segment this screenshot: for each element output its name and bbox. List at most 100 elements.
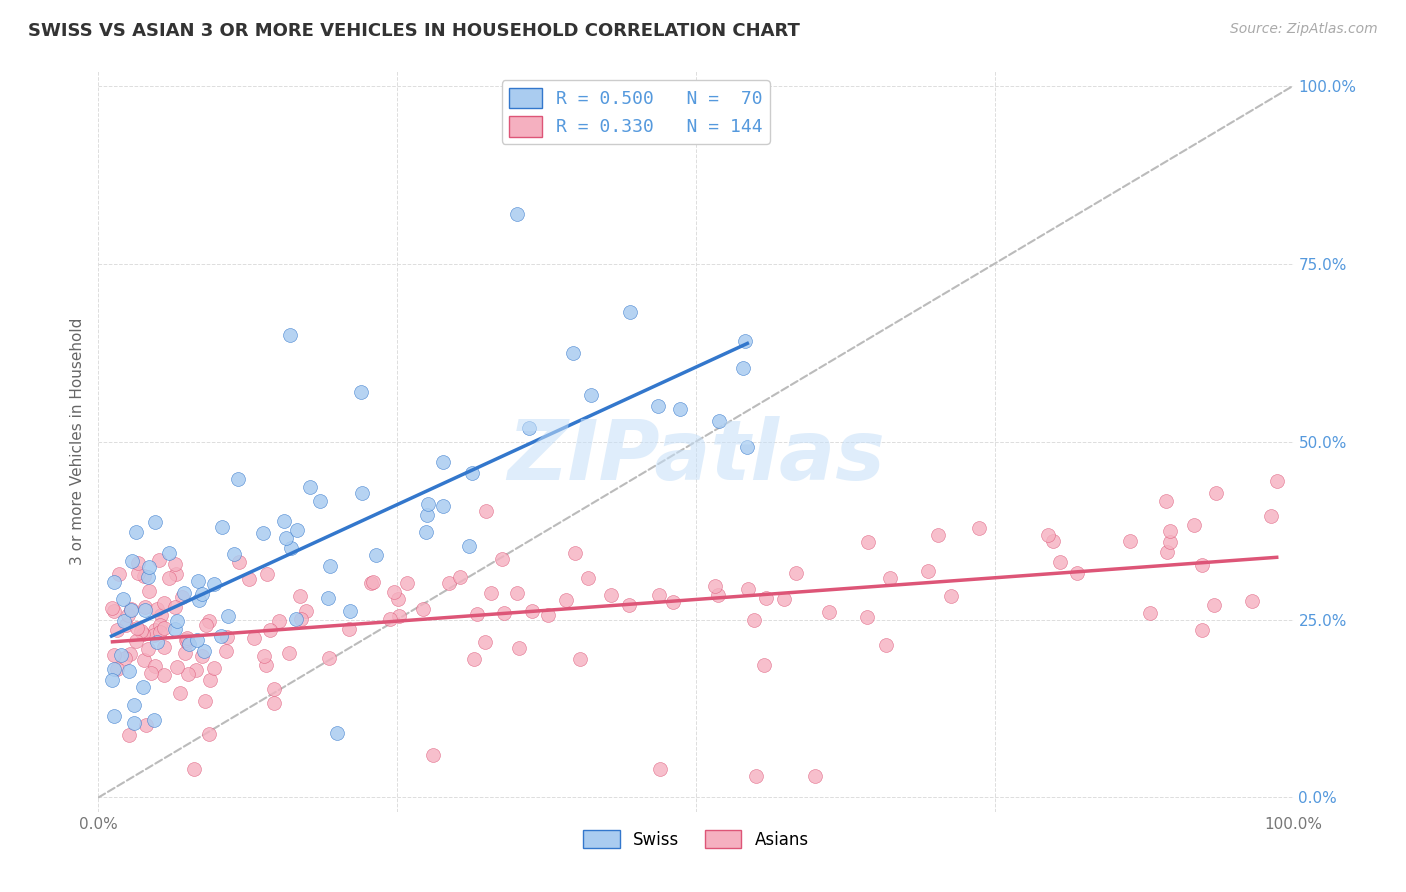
Point xyxy=(415,524,437,539)
Point xyxy=(176,635,198,649)
Point xyxy=(198,615,221,629)
Point xyxy=(278,327,301,342)
Point xyxy=(508,640,530,655)
Point xyxy=(153,668,176,682)
Point xyxy=(737,582,759,596)
Point xyxy=(108,566,131,581)
Point xyxy=(253,649,276,664)
Point xyxy=(103,648,125,663)
Point xyxy=(458,540,481,554)
Point xyxy=(170,591,193,605)
Point xyxy=(378,612,401,626)
Point xyxy=(1159,535,1181,549)
Y-axis label: 3 or more Vehicles in Household: 3 or more Vehicles in Household xyxy=(70,318,86,566)
Point xyxy=(149,624,172,639)
Point xyxy=(228,555,250,569)
Point xyxy=(350,486,373,500)
Point xyxy=(350,384,373,399)
Point xyxy=(134,603,156,617)
Point xyxy=(143,627,166,641)
Point xyxy=(105,624,128,638)
Point xyxy=(193,644,215,658)
Point xyxy=(600,588,623,602)
Point xyxy=(707,588,730,602)
Point xyxy=(285,524,308,538)
Point xyxy=(117,608,139,623)
Point xyxy=(198,673,221,687)
Point xyxy=(1202,598,1225,612)
Point xyxy=(361,574,384,589)
Point xyxy=(124,698,146,712)
Point xyxy=(339,605,361,619)
Point xyxy=(319,558,342,573)
Point xyxy=(1191,558,1213,573)
Point xyxy=(619,305,641,319)
Point xyxy=(416,497,439,511)
Point xyxy=(1119,533,1142,548)
Text: Source: ZipAtlas.com: Source: ZipAtlas.com xyxy=(1230,22,1378,37)
Point xyxy=(752,658,775,673)
Point xyxy=(149,607,172,622)
Point xyxy=(1241,594,1264,608)
Point xyxy=(238,573,260,587)
Point xyxy=(153,596,176,610)
Point xyxy=(564,546,586,560)
Point xyxy=(290,612,312,626)
Point xyxy=(647,399,669,413)
Point xyxy=(188,593,211,607)
Point xyxy=(326,726,349,740)
Point xyxy=(709,414,731,428)
Point xyxy=(463,652,485,666)
Point xyxy=(186,633,208,648)
Point xyxy=(152,622,174,636)
Point xyxy=(215,644,238,658)
Point xyxy=(875,638,897,652)
Text: SWISS VS ASIAN 3 OR MORE VEHICLES IN HOUSEHOLD CORRELATION CHART: SWISS VS ASIAN 3 OR MORE VEHICLES IN HOU… xyxy=(28,22,800,40)
Point xyxy=(202,661,225,675)
Point xyxy=(125,525,148,540)
Point xyxy=(387,591,409,606)
Point xyxy=(138,583,160,598)
Point xyxy=(263,681,285,696)
Point xyxy=(191,587,214,601)
Point xyxy=(135,718,157,732)
Point xyxy=(474,635,496,649)
Point xyxy=(217,608,239,623)
Point xyxy=(432,455,454,469)
Point xyxy=(153,640,176,654)
Point xyxy=(494,606,516,620)
Point xyxy=(1191,623,1213,637)
Point xyxy=(103,709,125,723)
Point xyxy=(561,345,583,359)
Point xyxy=(136,641,159,656)
Point xyxy=(136,570,159,584)
Point xyxy=(110,648,132,663)
Point xyxy=(617,598,640,612)
Point xyxy=(648,588,671,602)
Point xyxy=(217,630,239,644)
Point xyxy=(742,614,765,628)
Point xyxy=(166,660,188,674)
Point xyxy=(187,574,209,589)
Point xyxy=(295,604,318,618)
Point xyxy=(122,715,145,730)
Point xyxy=(804,769,827,783)
Point xyxy=(576,572,599,586)
Point xyxy=(506,207,529,221)
Point xyxy=(1184,518,1206,533)
Point xyxy=(163,558,186,572)
Point xyxy=(1139,607,1161,621)
Point xyxy=(772,592,794,607)
Point xyxy=(129,624,152,638)
Point xyxy=(917,564,939,578)
Point xyxy=(731,360,754,375)
Point xyxy=(579,387,602,401)
Point xyxy=(117,664,139,678)
Point xyxy=(1159,524,1181,539)
Point xyxy=(177,666,200,681)
Point xyxy=(194,694,217,708)
Point xyxy=(124,634,146,648)
Point xyxy=(273,514,295,528)
Point xyxy=(165,623,187,637)
Point xyxy=(127,556,149,570)
